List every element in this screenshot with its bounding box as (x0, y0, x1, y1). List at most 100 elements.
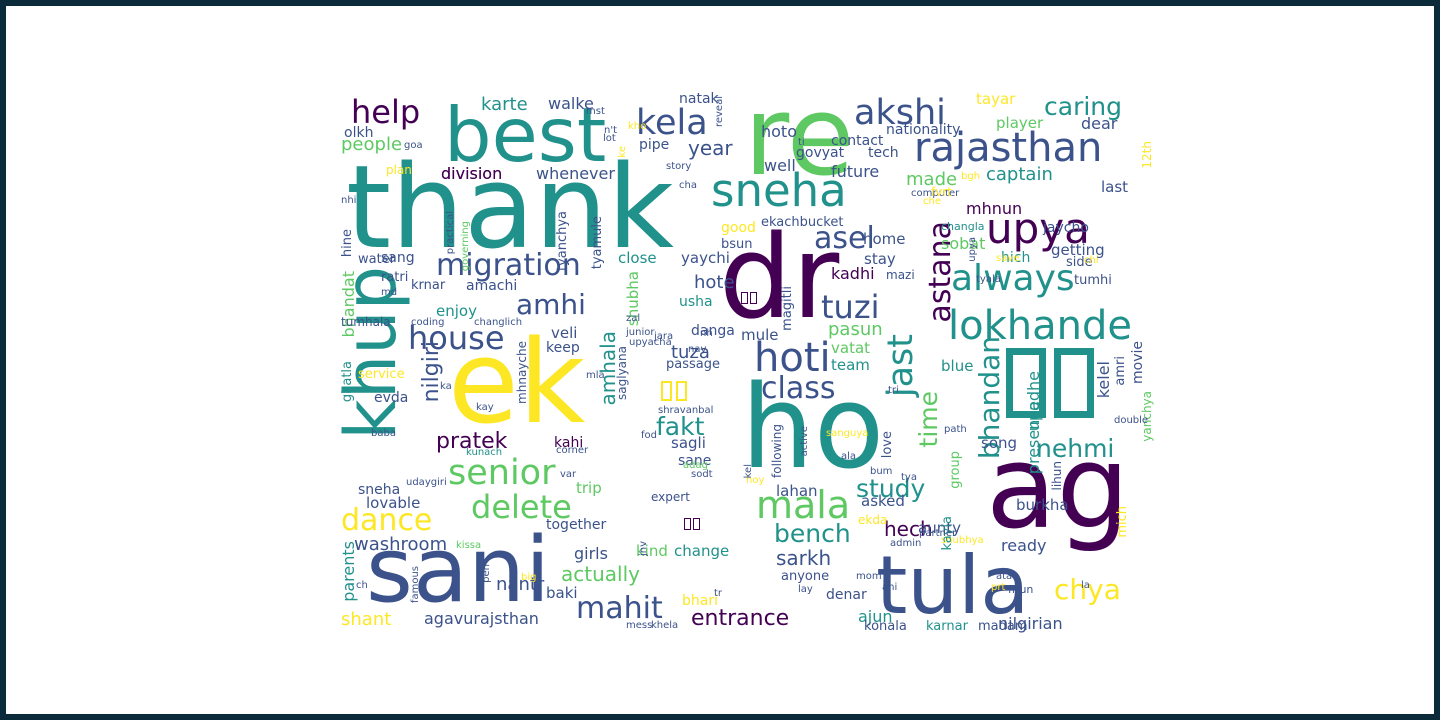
word: water (358, 252, 396, 267)
word: fvrt (931, 185, 952, 199)
word: upya (967, 237, 978, 262)
word: ka (440, 381, 452, 392)
word: division (441, 164, 503, 183)
word: 12th (1140, 141, 1154, 169)
word: ratri (381, 270, 409, 285)
word: big (521, 572, 537, 583)
word: jnv (638, 541, 649, 557)
word: path (944, 424, 967, 435)
word: tula (876, 539, 1030, 632)
word: good (721, 220, 756, 236)
word: house (408, 319, 505, 357)
word-cloud: thank re best dr ek ho ag sani tula khup sneha kela… (330, 81, 1154, 641)
word: nantr (496, 574, 545, 595)
word: upya (986, 204, 1090, 253)
word: lot (603, 133, 616, 144)
word: tumhala (341, 315, 391, 329)
word: stay (864, 250, 896, 268)
word: madam (978, 619, 1028, 634)
word: nhi (341, 195, 357, 206)
word: ajun (858, 607, 893, 626)
word: lokhande (948, 303, 1132, 349)
word: mule (741, 326, 779, 344)
word: fod (641, 430, 657, 441)
word: tya (901, 472, 917, 483)
word: ag (986, 421, 1130, 555)
word: mst (586, 106, 605, 117)
image-frame: thank re best dr ek ho ag sani tula khup sneha kela… (6, 6, 1434, 714)
word: blue (941, 357, 974, 375)
word: partner (919, 528, 957, 539)
word: pratek (436, 429, 508, 454)
word: krnar (411, 278, 446, 293)
word: kho (628, 121, 647, 132)
word: kela (636, 103, 708, 143)
word: governing (460, 221, 471, 272)
word: passage (666, 357, 720, 372)
word: shravanbal (658, 405, 714, 416)
word: md (381, 287, 398, 298)
word: future (831, 162, 880, 181)
word: denar (826, 587, 867, 603)
word: people (341, 134, 403, 155)
word: goa (404, 140, 423, 151)
word: saglyana (615, 346, 629, 400)
word: sanguya (826, 428, 869, 439)
word: kahi (554, 435, 584, 451)
word: close (618, 249, 657, 267)
word: song (981, 434, 1018, 452)
word: love (880, 431, 895, 459)
word: ani (882, 582, 898, 593)
word: coding (411, 317, 445, 328)
word: practical (445, 211, 456, 255)
word: jaycho (1043, 220, 1089, 236)
word: ekda (858, 513, 888, 527)
word: walke (548, 94, 594, 113)
word: sang (381, 250, 415, 266)
word: corner (556, 445, 589, 456)
word: changla (941, 220, 985, 233)
word: baki (546, 584, 578, 602)
word: senior (448, 453, 556, 493)
word: rajasthan (914, 125, 1103, 171)
word: computer (911, 188, 960, 199)
word: nilgiri (419, 341, 444, 403)
word: jara (654, 331, 674, 342)
word: well (764, 156, 796, 175)
missing-glyph-box (1006, 348, 1046, 418)
word: ti (798, 137, 805, 148)
word: agavurajsthan (424, 609, 539, 628)
word: pipe (639, 137, 670, 153)
word: karnar (926, 619, 968, 634)
word: var (560, 469, 577, 480)
word: adag (683, 460, 708, 471)
word: lovable (366, 494, 421, 512)
word: lihun (1050, 461, 1064, 491)
word: che (923, 196, 941, 207)
word: tr (714, 588, 723, 599)
word: trip (576, 479, 602, 497)
word: kay (476, 402, 494, 413)
word: admin (890, 538, 922, 549)
word: ek (448, 316, 586, 450)
word: sarkh (776, 546, 832, 570)
word: hich (1001, 250, 1031, 266)
word: expert (651, 490, 690, 504)
word: ready (1001, 536, 1047, 555)
word: ke (617, 146, 628, 158)
word: mla (586, 370, 605, 381)
word: olkh (344, 125, 374, 141)
word: nehmi (1036, 434, 1115, 463)
missing-glyph-box (750, 292, 757, 304)
word: migration (436, 248, 581, 283)
word: washroom (354, 534, 448, 555)
word: amachi (466, 278, 518, 294)
word: mess (626, 620, 653, 631)
word: shubhya (941, 535, 984, 546)
word: service (358, 367, 405, 382)
word: zal (626, 313, 641, 324)
word: sneha (358, 482, 401, 498)
word: shant (341, 609, 392, 630)
word: ch (356, 580, 368, 591)
word: chi (1084, 255, 1099, 266)
